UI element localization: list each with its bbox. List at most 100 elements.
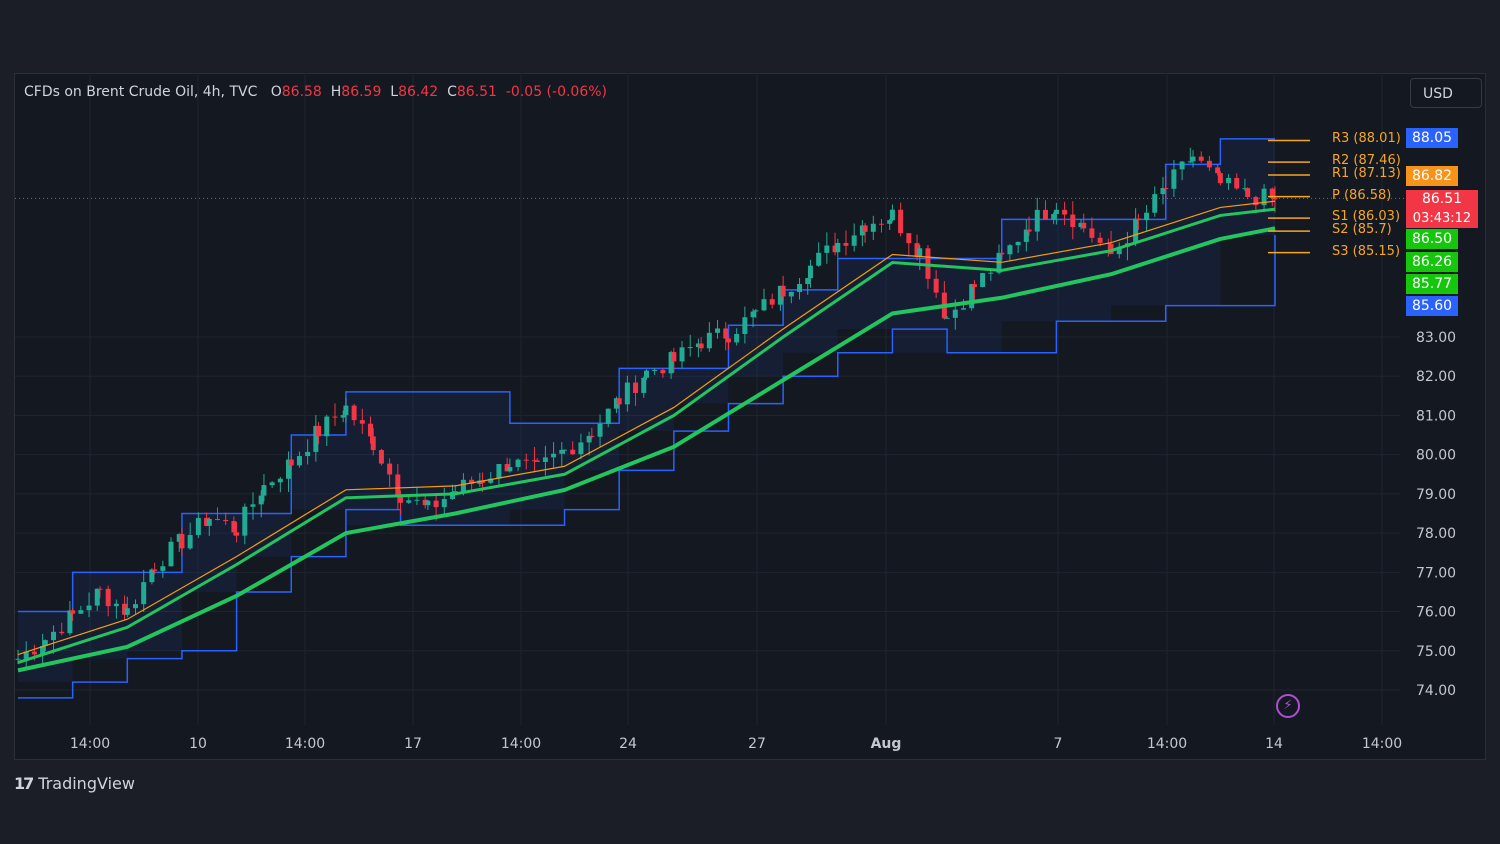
candle-body [1261, 188, 1267, 206]
lightning-icon[interactable]: ⚡ [1276, 694, 1300, 718]
candle-body [832, 245, 838, 253]
candle-body [488, 478, 494, 483]
candle-body [807, 265, 813, 279]
candle-body [31, 651, 37, 655]
candle-body [698, 343, 704, 349]
candle-body [324, 416, 330, 437]
candle-body [1097, 237, 1103, 243]
candle-body [859, 225, 865, 236]
candle-body [999, 252, 1005, 255]
candle-body [507, 467, 513, 472]
candle-body [706, 332, 712, 349]
candle-body [695, 343, 701, 348]
candle-body [1042, 209, 1048, 220]
price-tag-value: 85.77 [1411, 276, 1453, 292]
candle-body [242, 506, 248, 536]
donchian-upper-line [18, 138, 1275, 613]
candle-body [195, 517, 201, 535]
candle-body [286, 459, 292, 479]
candle-body [1272, 197, 1278, 200]
candle-body [1133, 218, 1139, 244]
candle-body [214, 519, 220, 521]
candle-body [870, 223, 876, 232]
candle-body [160, 566, 166, 571]
pivot-label: P (86.58) [1332, 187, 1392, 203]
candle-body [277, 478, 283, 483]
candle-body [406, 500, 412, 503]
candle-body [477, 480, 483, 484]
candle-body [141, 582, 147, 605]
candle-body [496, 464, 502, 479]
candle-body [1242, 188, 1248, 190]
candle-body [723, 328, 729, 339]
tradingview-logo[interactable]: 17 TradingView [14, 774, 135, 793]
x-tick-label: 14:00 [285, 736, 325, 752]
candle-body [40, 645, 46, 655]
candle-body [340, 415, 346, 418]
candle-body [1070, 214, 1076, 227]
candle-body [105, 588, 111, 607]
candle-body [1007, 245, 1013, 255]
y-tick-label: 76.00 [1416, 605, 1456, 621]
candle-body [944, 317, 950, 319]
candle-body [971, 284, 977, 287]
candle-body [152, 569, 158, 571]
candle-body [889, 209, 895, 221]
x-tick-label: 17 [404, 736, 422, 752]
donchian-fill [18, 138, 1275, 698]
candle-body [668, 352, 674, 374]
candle-body [641, 377, 647, 393]
high-label: H [330, 84, 342, 100]
candle-body [960, 308, 966, 310]
candle-body [452, 491, 458, 493]
ema-fast-line [17, 207, 1276, 664]
candle-body [862, 225, 868, 232]
candle-body [480, 480, 486, 483]
candle-body [176, 534, 182, 542]
candle-body [879, 223, 885, 225]
symbol-title[interactable]: CFDs on Brent Crude Oil, 4h, TVC [24, 84, 258, 100]
candle-body [133, 604, 139, 609]
candle-body [988, 272, 994, 274]
x-tick-label: 24 [619, 736, 637, 752]
open-value: 86.58 [281, 84, 322, 100]
candle-body [1135, 218, 1141, 221]
candle-body [750, 311, 756, 318]
candle-body [797, 284, 803, 292]
y-tick-label: 77.00 [1416, 565, 1456, 581]
candle-body [359, 420, 365, 424]
symbol-header: CFDs on Brent Crude Oil, 4h, TVC O86.58 … [24, 84, 607, 100]
y-tick-label: 75.00 [1416, 644, 1456, 660]
close-value: 86.51 [456, 84, 497, 100]
candle-body [589, 435, 595, 437]
candle-body [23, 651, 29, 659]
candle-body [725, 338, 731, 343]
candle-body [605, 408, 611, 424]
candle-body [422, 499, 428, 506]
price-tag: 86.51 03:43:12 [1406, 190, 1478, 228]
candle-body [305, 451, 311, 457]
candle-body [933, 278, 939, 293]
price-tag-value: 85.60 [1411, 298, 1453, 314]
candle-body [761, 299, 767, 311]
price-tag: 86.50 [1406, 229, 1458, 249]
candle-body [534, 460, 540, 462]
candle-body [616, 398, 622, 405]
candle-body [433, 500, 439, 508]
x-tick-label: 14 [1265, 736, 1283, 752]
candle-body [258, 495, 264, 505]
candle-body [769, 299, 775, 305]
candle-body [851, 235, 857, 246]
candle-body [906, 233, 912, 244]
candle-body [687, 347, 693, 349]
candle-body [780, 285, 786, 297]
currency-selector[interactable]: USD [1410, 78, 1482, 108]
x-tick-label: 14:00 [1362, 736, 1402, 752]
y-tick-label: 78.00 [1416, 526, 1456, 542]
price-tag: 85.77 [1406, 274, 1458, 294]
candle-body [1081, 222, 1087, 229]
candle-body [441, 499, 447, 508]
chart-panel[interactable] [14, 73, 1486, 760]
candle-body [570, 449, 576, 455]
